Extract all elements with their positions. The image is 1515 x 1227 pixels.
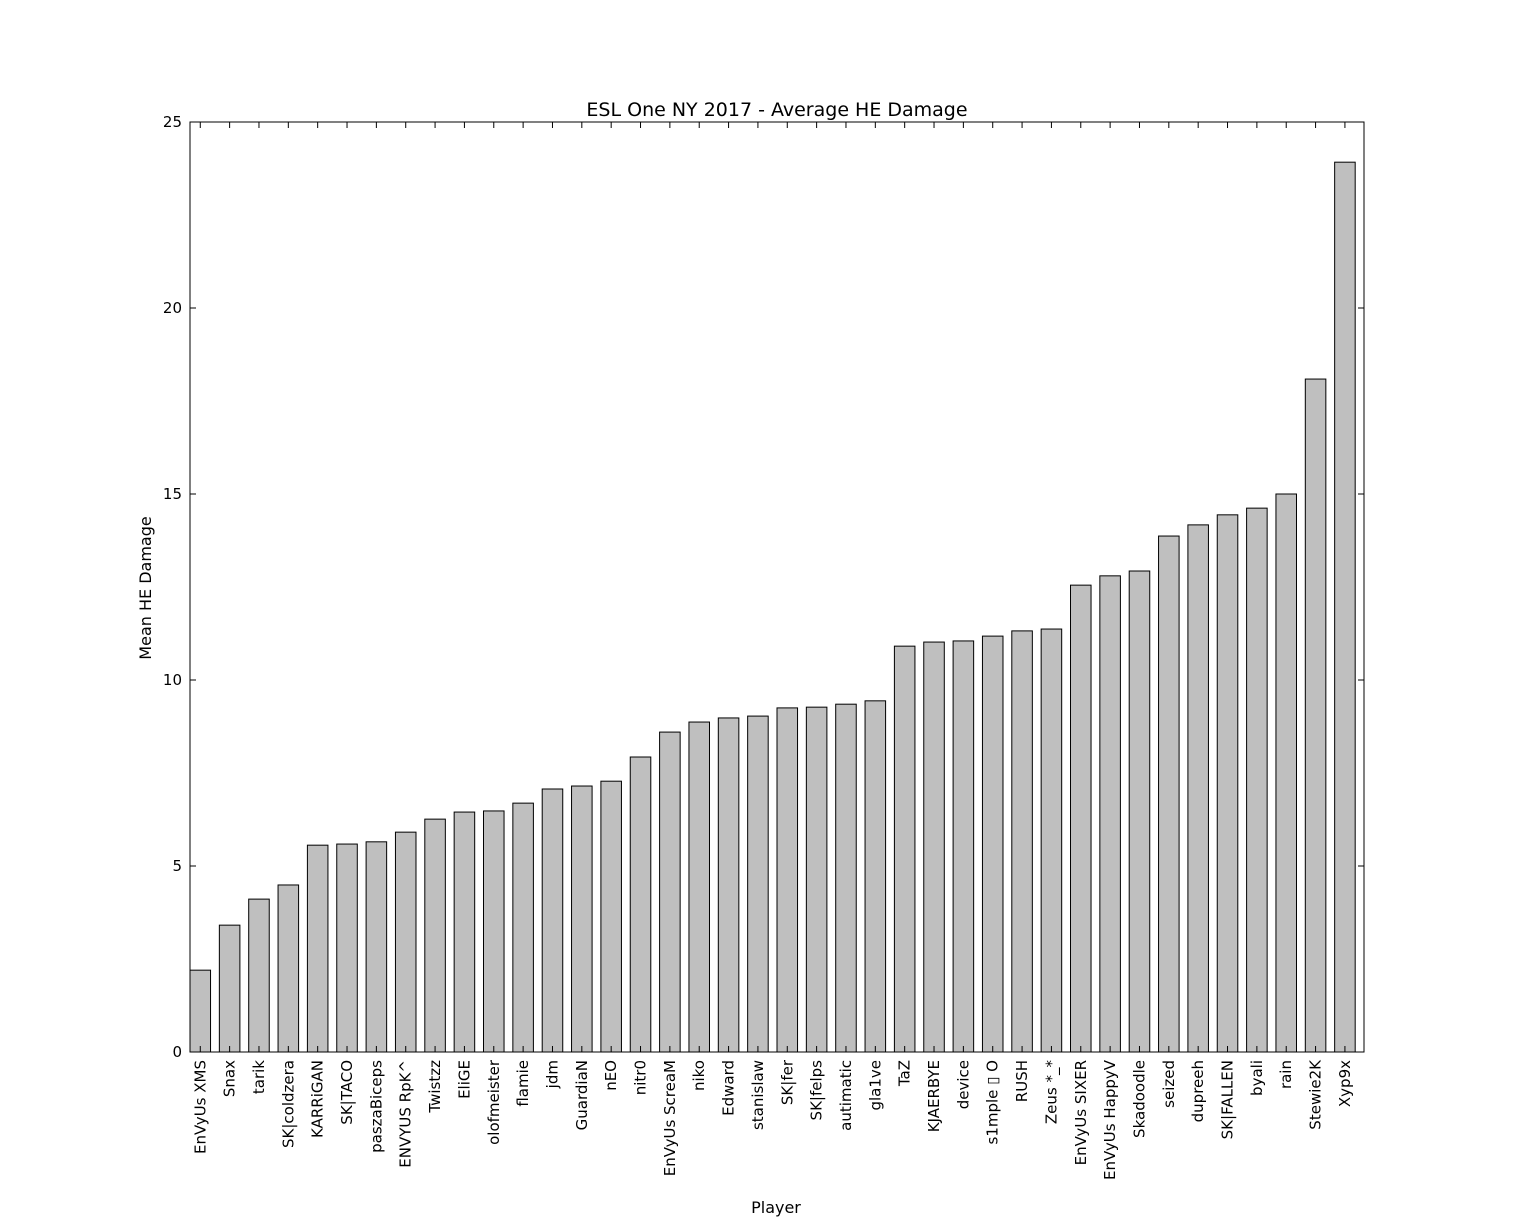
x-tick-label: niko	[690, 1060, 708, 1091]
x-tick-label: stanislaw	[749, 1060, 767, 1130]
y-tick-label: 0	[172, 1043, 182, 1061]
bar	[189, 969, 212, 1053]
x-tick-label: ENVYUS RpK^	[397, 1060, 415, 1168]
bar	[1216, 514, 1239, 1053]
bar	[717, 717, 740, 1053]
x-tick-label: byali	[1248, 1060, 1266, 1096]
x-tick-label: Zeus *_*	[1042, 1060, 1061, 1125]
x-tick-label: Stewie2K	[1307, 1059, 1325, 1130]
x-tick-label: KJAERBYE	[925, 1060, 943, 1132]
x-tick-label: KARRiGAN	[309, 1060, 327, 1138]
bar	[923, 641, 945, 1053]
x-tick-label: device	[954, 1060, 972, 1109]
bar	[1275, 493, 1297, 1053]
bar	[1040, 628, 1063, 1053]
bar	[1128, 570, 1151, 1053]
bar	[1304, 378, 1327, 1053]
x-tick-label: GuardiaN	[573, 1060, 591, 1130]
x-tick-label: olofmeister	[485, 1059, 503, 1145]
bar	[453, 811, 476, 1053]
bar	[805, 706, 828, 1053]
y-tick-label: 15	[163, 485, 182, 503]
y-tick-label: 20	[163, 299, 182, 317]
bar	[776, 707, 799, 1053]
x-tick-label: nitr0	[632, 1060, 650, 1095]
x-tick-label: tarik	[250, 1060, 268, 1094]
y-axis-label: Mean HE Damage	[136, 516, 155, 659]
x-tick-label: EliGE	[455, 1060, 473, 1099]
x-tick-label: s1mple ▯ O	[984, 1060, 1002, 1145]
x-tick-label: SK|felps	[808, 1060, 826, 1121]
x-tick-label: flamie	[514, 1060, 532, 1107]
bar	[277, 884, 300, 1053]
x-tick-label: rain	[1277, 1060, 1295, 1089]
bar	[541, 788, 564, 1053]
bar	[835, 703, 857, 1053]
x-tick-label: EnVyUs XMS	[191, 1060, 209, 1154]
bar	[483, 810, 505, 1053]
bar	[424, 818, 446, 1053]
bar	[571, 785, 593, 1053]
x-tick-label: Skadoodle	[1130, 1060, 1148, 1138]
x-tick-label: Snax	[221, 1060, 239, 1097]
bar	[1011, 630, 1033, 1053]
x-tick-label: nEO	[602, 1060, 620, 1091]
bar	[659, 731, 681, 1053]
bar	[306, 844, 329, 1053]
x-tick-label: Twistzz	[426, 1060, 444, 1114]
y-tick-label: 5	[172, 857, 182, 875]
x-tick-label: SK|FALLEN	[1219, 1060, 1237, 1139]
plot-frame	[189, 121, 1365, 1053]
bar	[952, 640, 975, 1053]
chart-title: ESL One NY 2017 - Average HE Damage	[586, 99, 967, 121]
bar	[688, 721, 710, 1053]
bar	[1099, 575, 1121, 1053]
bar	[1334, 161, 1356, 1053]
x-tick-label: paszaBiceps	[367, 1060, 385, 1153]
bar	[1158, 535, 1180, 1053]
x-axis-label: Player	[751, 1198, 801, 1217]
x-tick-label: jdm	[543, 1060, 561, 1089]
x-tick-label: gla1ve	[866, 1060, 884, 1111]
bar	[747, 715, 769, 1053]
bar	[365, 841, 388, 1053]
bar	[336, 843, 358, 1053]
x-tick-label: SK|coldzera	[279, 1060, 297, 1148]
x-tick-label: Edward	[720, 1060, 738, 1116]
x-tick-label: EnVyUs HappyV	[1101, 1059, 1119, 1180]
x-tick-label: dupreeh	[1189, 1060, 1207, 1122]
x-tick-label: RUSH	[1013, 1060, 1031, 1102]
bar	[248, 898, 270, 1053]
x-tick-label: autimatic	[837, 1060, 855, 1131]
x-tick-label: SK|fer	[778, 1059, 796, 1105]
y-tick-label: 25	[163, 113, 182, 131]
x-tick-label: EnVyUs SIXER	[1072, 1060, 1090, 1165]
y-tick-label: 10	[163, 671, 182, 689]
bar	[629, 756, 652, 1053]
bar	[600, 780, 622, 1053]
bar	[512, 802, 534, 1053]
x-tick-label: seized	[1160, 1060, 1178, 1108]
bar	[1070, 584, 1092, 1053]
bar	[893, 645, 916, 1053]
bar	[394, 831, 417, 1053]
x-tick-label: SK|TACO	[338, 1060, 356, 1125]
bar	[1246, 507, 1268, 1053]
bar	[1187, 524, 1209, 1053]
bar	[981, 635, 1004, 1053]
bar	[864, 700, 887, 1053]
bar	[218, 924, 241, 1053]
x-tick-label: EnVyUs ScreaM	[661, 1060, 679, 1176]
x-tick-label: Xyp9x	[1336, 1060, 1354, 1107]
x-tick-label: TaZ	[896, 1060, 914, 1087]
